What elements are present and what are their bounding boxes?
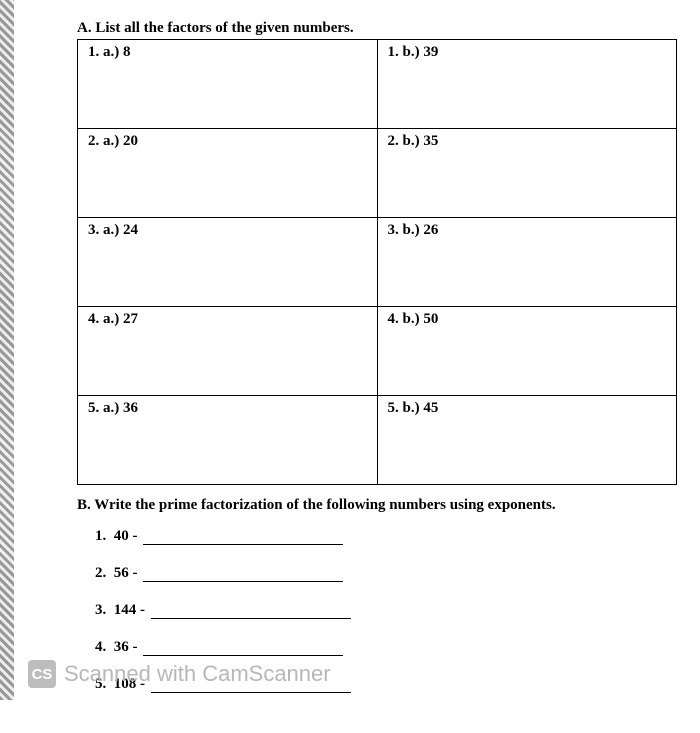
table-row: 1. a.) 8 1. b.) 39 bbox=[78, 40, 677, 129]
table-row: 5. a.) 36 5. b.) 45 bbox=[78, 396, 677, 485]
factors-table: 1. a.) 8 1. b.) 39 2. a.) 20 2. b.) 35 3… bbox=[77, 39, 677, 485]
section-b-heading: B. Write the prime factorization of the … bbox=[77, 497, 670, 514]
pf-label: 2. 56 - bbox=[95, 565, 141, 582]
pf-item-1: 1. 40 - bbox=[95, 528, 670, 545]
answer-blank[interactable] bbox=[143, 641, 343, 656]
section-a-heading: A. List all the factors of the given num… bbox=[77, 20, 670, 37]
cell-5a: 5. a.) 36 bbox=[78, 396, 378, 485]
pf-item-3: 3. 144 - bbox=[95, 602, 670, 619]
camscanner-watermark: CS Scanned with CamScanner bbox=[28, 660, 331, 688]
pf-item-4: 4. 36 - bbox=[95, 639, 670, 656]
watermark-text: Scanned with CamScanner bbox=[64, 661, 331, 687]
worksheet-page: A. List all the factors of the given num… bbox=[0, 0, 700, 733]
table-row: 3. a.) 24 3. b.) 26 bbox=[78, 218, 677, 307]
cell-1b: 1. b.) 39 bbox=[377, 40, 677, 129]
cell-1a: 1. a.) 8 bbox=[78, 40, 378, 129]
answer-blank[interactable] bbox=[143, 530, 343, 545]
cs-badge-icon: CS bbox=[28, 660, 56, 688]
cell-2b: 2. b.) 35 bbox=[377, 129, 677, 218]
table-row: 2. a.) 20 2. b.) 35 bbox=[78, 129, 677, 218]
pf-label: 4. 36 - bbox=[95, 639, 141, 656]
pf-label: 3. 144 - bbox=[95, 602, 149, 619]
cell-3a: 3. a.) 24 bbox=[78, 218, 378, 307]
cell-2a: 2. a.) 20 bbox=[78, 129, 378, 218]
cell-3b: 3. b.) 26 bbox=[377, 218, 677, 307]
cell-5b: 5. b.) 45 bbox=[377, 396, 677, 485]
cell-4b: 4. b.) 50 bbox=[377, 307, 677, 396]
answer-blank[interactable] bbox=[143, 567, 343, 582]
pf-label: 1. 40 - bbox=[95, 528, 141, 545]
table-row: 4. a.) 27 4. b.) 50 bbox=[78, 307, 677, 396]
pf-item-2: 2. 56 - bbox=[95, 565, 670, 582]
answer-blank[interactable] bbox=[151, 604, 351, 619]
cell-4a: 4. a.) 27 bbox=[78, 307, 378, 396]
